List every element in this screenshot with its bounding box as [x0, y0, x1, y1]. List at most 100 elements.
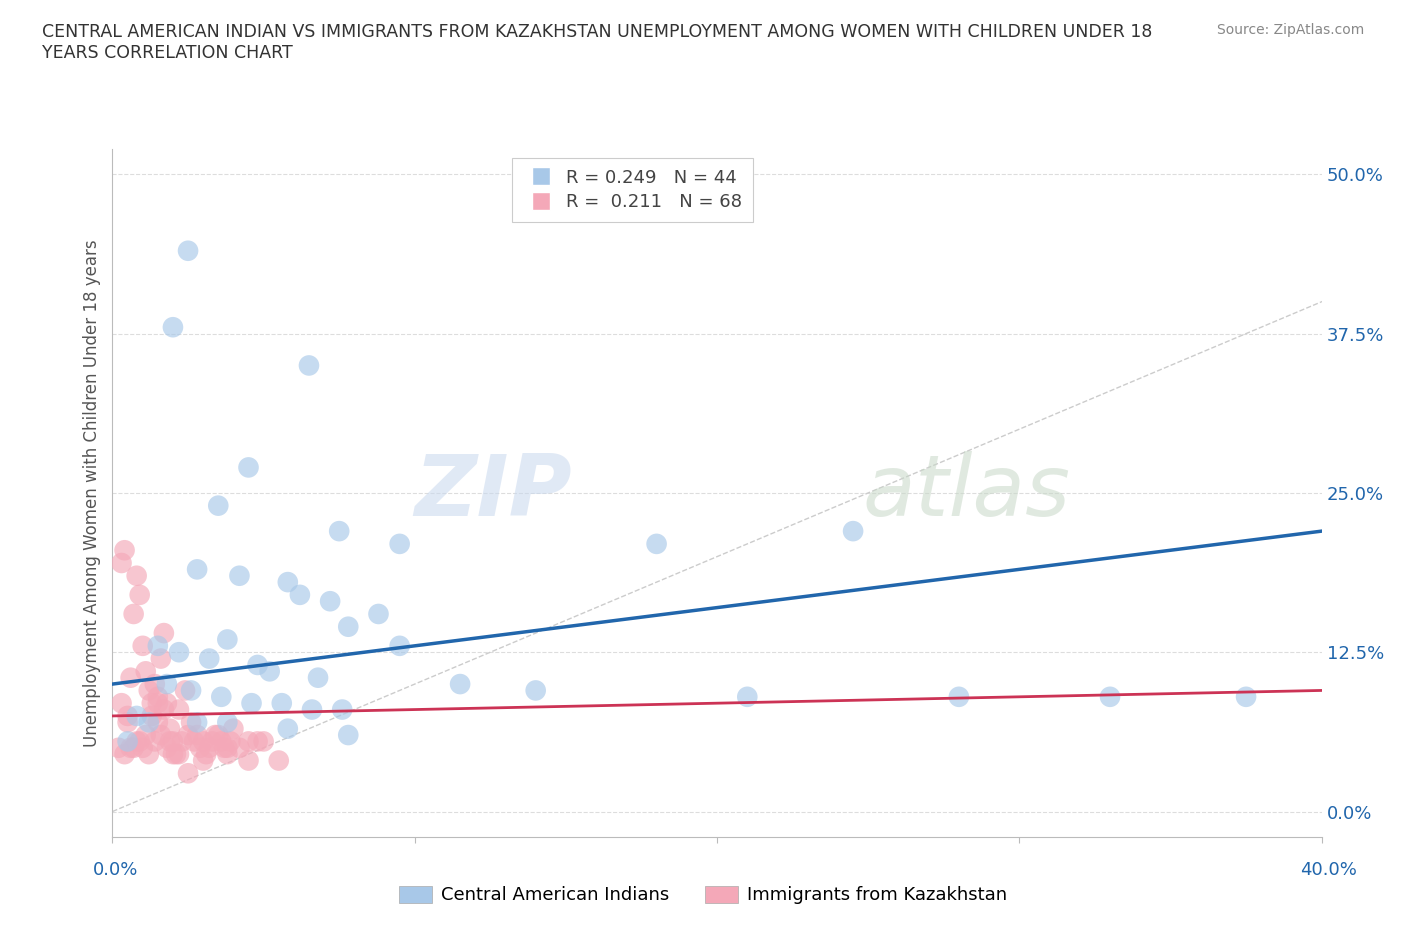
- Point: [114, 747, 136, 762]
- Point: [138, 747, 160, 762]
- Point: [159, 722, 181, 737]
- Point: [186, 715, 208, 730]
- Point: [156, 677, 179, 692]
- Point: [135, 664, 157, 679]
- Point: [337, 727, 360, 742]
- Point: [238, 460, 260, 475]
- Point: [388, 638, 411, 653]
- Point: [167, 644, 190, 659]
- Text: CENTRAL AMERICAN INDIAN VS IMMIGRANTS FROM KAZAKHSTAN UNEMPLOYMENT AMONG WOMEN W: CENTRAL AMERICAN INDIAN VS IMMIGRANTS FR…: [42, 23, 1153, 62]
- Point: [277, 722, 299, 737]
- Point: [319, 593, 342, 608]
- Point: [267, 753, 290, 768]
- Point: [120, 740, 142, 755]
- Point: [149, 727, 172, 742]
- Point: [177, 727, 200, 742]
- Point: [238, 734, 260, 749]
- Point: [146, 689, 169, 704]
- Legend: R = 0.249   N = 44, R =  0.211   N = 68: R = 0.249 N = 44, R = 0.211 N = 68: [512, 158, 754, 222]
- Point: [146, 715, 169, 730]
- Point: [270, 696, 292, 711]
- Point: [156, 740, 179, 755]
- Point: [238, 753, 260, 768]
- Point: [328, 524, 350, 538]
- Point: [737, 689, 759, 704]
- Point: [228, 568, 250, 583]
- Point: [180, 683, 202, 698]
- Point: [246, 734, 269, 749]
- Point: [162, 747, 184, 762]
- Point: [177, 765, 200, 780]
- Point: [301, 702, 323, 717]
- Point: [135, 727, 157, 742]
- Point: [214, 740, 236, 755]
- Point: [188, 740, 211, 755]
- Point: [132, 638, 155, 653]
- Point: [217, 715, 239, 730]
- Point: [330, 702, 353, 717]
- Point: [1099, 689, 1122, 704]
- Point: [204, 727, 226, 742]
- Point: [128, 734, 150, 749]
- Point: [141, 696, 163, 711]
- Point: [159, 734, 181, 749]
- Point: [307, 671, 329, 685]
- Point: [174, 683, 197, 698]
- Legend: Central American Indians, Immigrants from Kazakhstan: Central American Indians, Immigrants fro…: [392, 879, 1014, 911]
- Point: [149, 651, 172, 666]
- Point: [146, 696, 169, 711]
- Point: [191, 734, 215, 749]
- Point: [110, 555, 132, 570]
- Point: [125, 709, 148, 724]
- Point: [217, 632, 239, 647]
- Point: [153, 626, 176, 641]
- Point: [110, 696, 132, 711]
- Point: [143, 734, 166, 749]
- Point: [367, 606, 389, 621]
- Point: [125, 568, 148, 583]
- Point: [180, 715, 202, 730]
- Text: ZIP: ZIP: [415, 451, 572, 535]
- Point: [524, 683, 547, 698]
- Point: [207, 727, 229, 742]
- Point: [222, 722, 245, 737]
- Point: [246, 658, 269, 672]
- Point: [337, 619, 360, 634]
- Point: [128, 588, 150, 603]
- Point: [449, 677, 471, 692]
- Point: [167, 702, 190, 717]
- Point: [288, 588, 311, 603]
- Point: [198, 740, 221, 755]
- Point: [165, 747, 187, 762]
- Point: [120, 671, 142, 685]
- Point: [138, 683, 160, 698]
- Point: [122, 606, 145, 621]
- Point: [170, 734, 193, 749]
- Text: Source: ZipAtlas.com: Source: ZipAtlas.com: [1216, 23, 1364, 37]
- Point: [219, 734, 242, 749]
- Point: [201, 734, 224, 749]
- Point: [645, 537, 668, 551]
- Point: [122, 740, 145, 755]
- Point: [388, 537, 411, 551]
- Text: atlas: atlas: [862, 451, 1070, 535]
- Point: [259, 664, 281, 679]
- Point: [277, 575, 299, 590]
- Point: [191, 753, 215, 768]
- Point: [842, 524, 865, 538]
- Point: [186, 727, 208, 742]
- Point: [114, 543, 136, 558]
- Point: [183, 734, 205, 749]
- Point: [228, 740, 250, 755]
- Point: [253, 734, 276, 749]
- Point: [117, 715, 139, 730]
- Point: [132, 740, 155, 755]
- Point: [156, 696, 179, 711]
- Point: [198, 651, 221, 666]
- Point: [177, 244, 200, 259]
- Point: [107, 740, 129, 755]
- Point: [298, 358, 321, 373]
- Point: [141, 709, 163, 724]
- Point: [186, 562, 208, 577]
- Point: [143, 677, 166, 692]
